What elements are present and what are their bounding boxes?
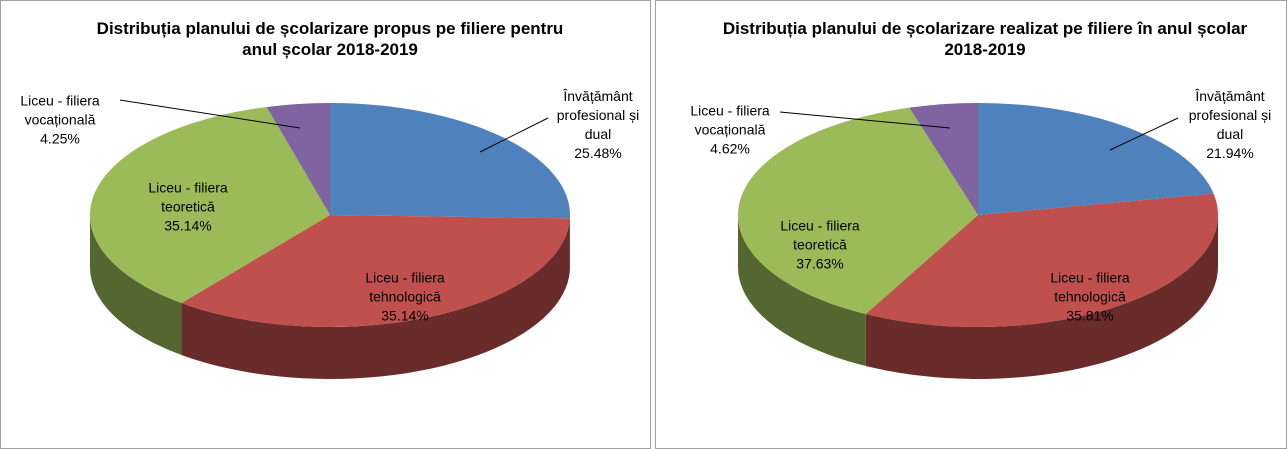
data-label: Învățământ profesional și dual 25.48% <box>543 87 653 163</box>
category-label: Liceu - filiera tehnologică <box>365 269 445 305</box>
leader-line <box>779 111 951 129</box>
data-label: Liceu - filiera tehnologică 35.81% <box>1040 269 1140 326</box>
leader-line <box>119 99 301 129</box>
value-label: 37.63% <box>796 255 844 272</box>
slice-side <box>738 215 866 366</box>
data-label: Liceu - filiera vocațională 4.62% <box>680 102 780 159</box>
value-label: 35.14% <box>164 217 212 234</box>
data-label: Liceu - filiera vocațională 4.25% <box>10 92 110 149</box>
category-label: Liceu - filiera vocațională <box>20 92 100 128</box>
value-label: 4.62% <box>710 140 750 157</box>
category-label: Liceu - filiera vocațională <box>690 102 770 138</box>
slice <box>266 103 330 215</box>
data-label: Liceu - filiera tehnologică 35.14% <box>355 269 455 326</box>
category-label: Învățământ profesional și dual <box>556 88 640 142</box>
chart-title: Distribuția planului de școlarizare prop… <box>96 19 564 59</box>
slice-side <box>90 215 182 356</box>
data-label: Liceu - filiera teoretică 37.63% <box>770 217 870 274</box>
slice <box>738 107 978 314</box>
slice <box>909 103 978 215</box>
slice <box>978 103 1214 215</box>
slice-side <box>865 215 1218 379</box>
leader-line <box>479 117 549 153</box>
category-label: Liceu - filiera tehnologică <box>1050 269 1130 305</box>
value-label: 35.14% <box>381 307 429 324</box>
data-label: Liceu - filiera teoretică 35.14% <box>138 179 238 236</box>
slice <box>330 103 571 219</box>
value-label: 25.48% <box>574 145 622 161</box>
slice <box>181 215 570 327</box>
category-label: Liceu - filiera teoretică <box>148 179 228 215</box>
chart-title: Distribuția planului de școlarizare real… <box>722 19 1248 59</box>
leader-line <box>1109 117 1179 151</box>
value-label: 21.94% <box>1206 145 1254 161</box>
slice-side <box>181 218 570 379</box>
category-label: Învățământ profesional și dual <box>1188 88 1272 142</box>
category-label: Liceu - filiera teoretică <box>780 217 860 253</box>
slice <box>865 193 1219 328</box>
data-label: Învățământ profesional și dual 21.94% <box>1175 87 1285 163</box>
slice <box>89 106 331 304</box>
value-label: 35.81% <box>1066 307 1114 324</box>
value-label: 4.25% <box>40 130 80 147</box>
